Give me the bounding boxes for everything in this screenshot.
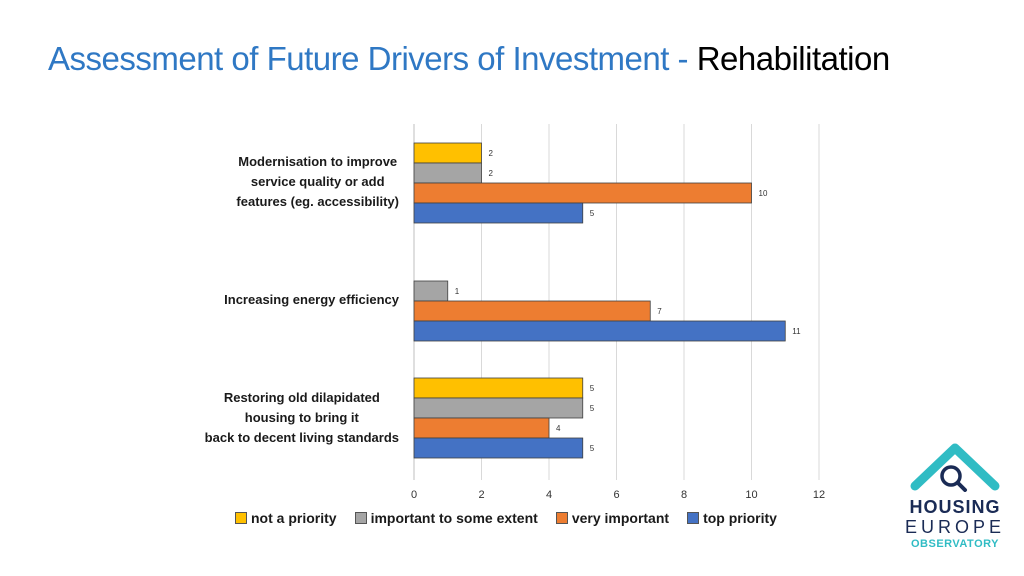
- x-tick-label: 12: [813, 489, 825, 501]
- bar-data-label: 4: [556, 424, 561, 433]
- bar-data-label: 2: [489, 169, 494, 178]
- bar: [413, 162, 482, 184]
- bar-data-label: 5: [590, 209, 595, 218]
- category-label: Restoring old dilapidated housing to brin…: [205, 388, 399, 448]
- bar: [413, 300, 651, 322]
- legend-label: top priority: [703, 510, 777, 526]
- x-tick-label: 10: [745, 489, 757, 501]
- legend-label: very important: [571, 510, 670, 526]
- bar-data-label: 5: [590, 384, 595, 393]
- category-label-line: back to decent living standards: [204, 430, 399, 445]
- legend-item: top priority: [687, 510, 777, 526]
- bar: [413, 142, 482, 164]
- category-label: Increasing energy efficiency: [224, 290, 399, 310]
- bar: [413, 397, 584, 419]
- x-tick-label: 6: [613, 489, 619, 501]
- category-label-line: Increasing energy efficiency: [224, 292, 399, 307]
- page-title: Assessment of Future Drivers of Investme…: [48, 40, 890, 78]
- x-tick-label: 8: [681, 489, 687, 501]
- logo-line1: HOUSING: [909, 497, 1001, 517]
- legend-swatch: [555, 512, 568, 524]
- bar-data-label: 5: [590, 404, 595, 413]
- bar-data-label: 11: [792, 327, 801, 336]
- legend-item: important to some extent: [354, 510, 538, 526]
- bar-data-label: 7: [657, 307, 662, 316]
- legend-label: important to some extent: [370, 510, 538, 526]
- legend-label: not a priority: [251, 510, 337, 526]
- category-label-line: housing to bring it: [244, 410, 359, 425]
- title-part2: Rehabilitation: [696, 40, 890, 77]
- category-label: Modernisation to improve service quality …: [236, 152, 399, 212]
- x-tick-label: 4: [546, 489, 552, 501]
- category-label-line: service quality or add: [250, 174, 385, 189]
- bar: [413, 320, 786, 342]
- bar-data-label: 10: [759, 189, 768, 198]
- bar: [413, 437, 584, 459]
- bar: [413, 417, 550, 439]
- logo-line3: OBSERVATORY: [910, 538, 1000, 550]
- legend-item: not a priority: [235, 510, 337, 526]
- x-tick-label: 0: [411, 489, 417, 501]
- x-tick-label: 2: [478, 489, 484, 501]
- bar-data-label: 5: [590, 444, 595, 453]
- category-label-line: Modernisation to improve: [238, 154, 398, 169]
- legend-swatch: [354, 512, 367, 524]
- bar-data-label: 2: [489, 149, 494, 158]
- category-label-line: Restoring old dilapidated: [223, 390, 380, 405]
- category-label-line: features (eg. accessibility): [236, 194, 399, 209]
- title-part1: Assessment of Future Drivers of Investme…: [48, 40, 697, 77]
- housing-europe-logo: HOUSING EUROPE OBSERVATORY: [905, 440, 1005, 551]
- bar: [413, 202, 584, 224]
- house-magnifier-icon: [910, 443, 1000, 492]
- bar-data-label: 1: [455, 287, 460, 296]
- legend-swatch: [235, 512, 247, 524]
- chart-legend: not a priority important to some extent ve…: [235, 510, 777, 526]
- bar: [413, 182, 752, 204]
- bar: [413, 280, 449, 302]
- logo-line2: EUROPE: [905, 517, 1006, 537]
- bar: [413, 377, 584, 399]
- legend-swatch: [687, 512, 700, 524]
- legend-item: very important: [555, 510, 670, 526]
